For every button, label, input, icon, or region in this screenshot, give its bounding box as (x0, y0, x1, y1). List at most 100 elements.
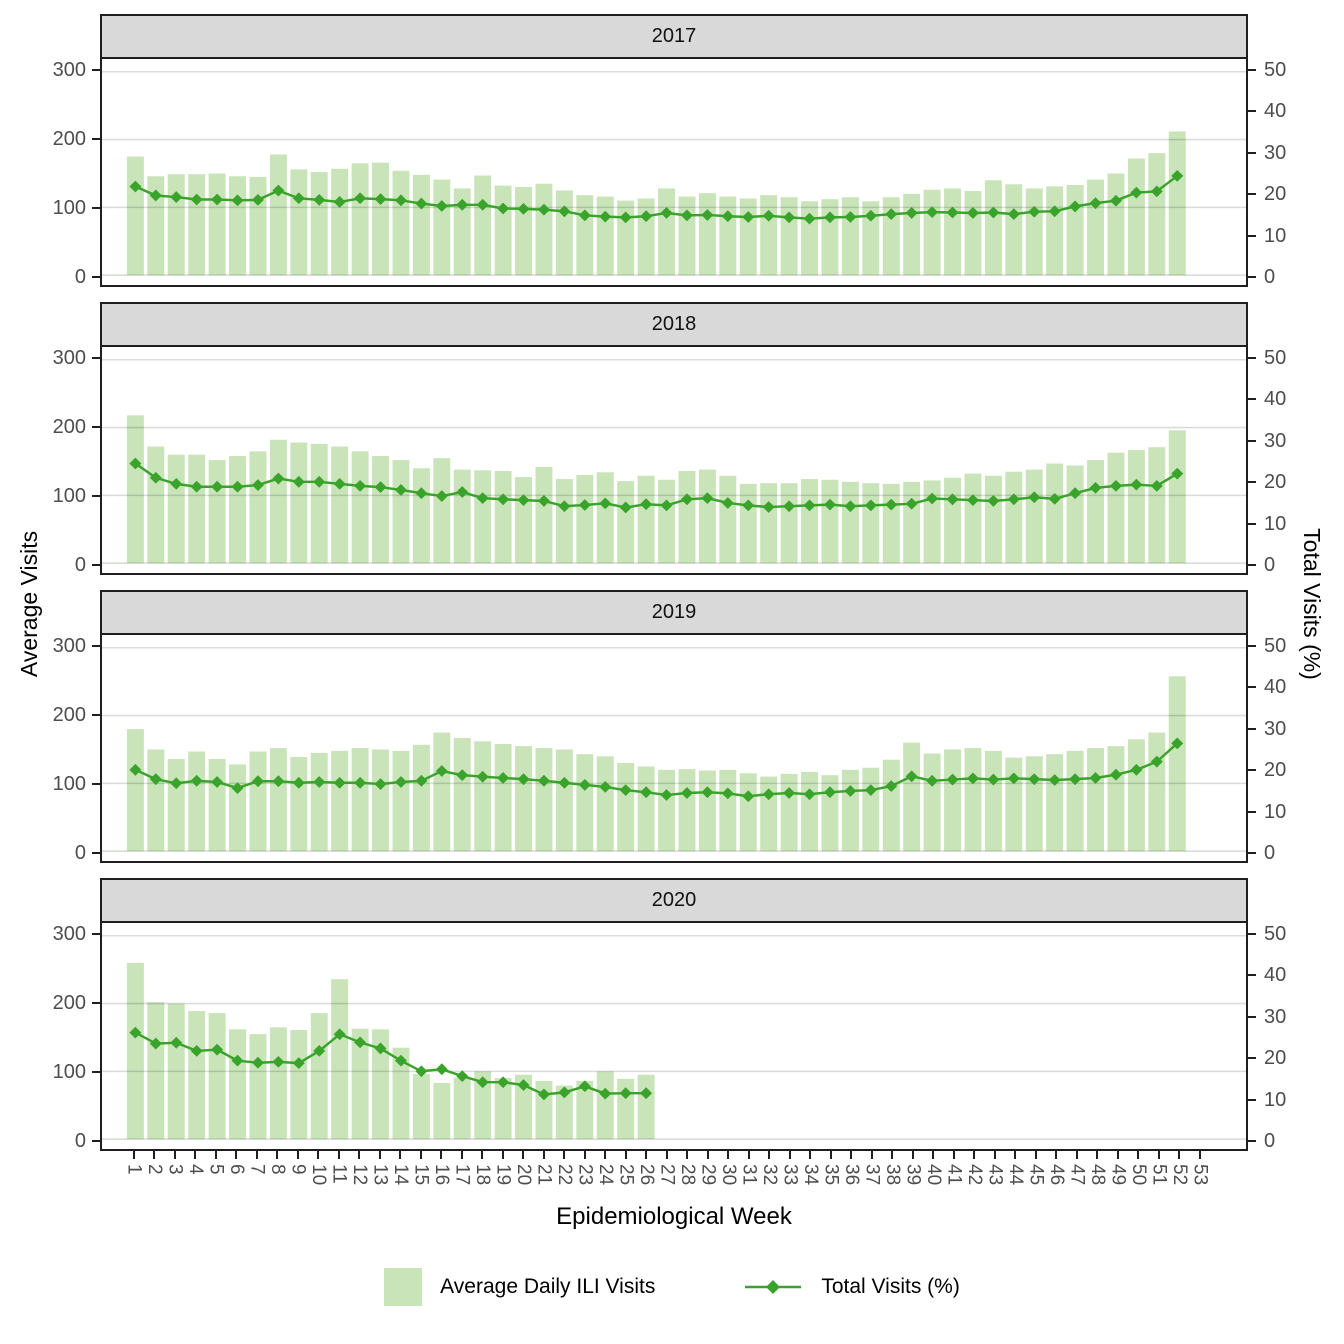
x-tick-mark (829, 1151, 832, 1159)
y-tick-label-right: 50 (1264, 923, 1287, 945)
bar-week-1 (126, 729, 144, 852)
bar-week-9 (290, 442, 308, 564)
point-week-1 (129, 1026, 142, 1039)
bar-week-49 (1107, 173, 1125, 276)
x-tick-mark (788, 1151, 791, 1159)
bar-week-27 (658, 479, 675, 564)
y-tick-label-left: 300 (52, 923, 86, 945)
bar-week-41 (944, 188, 961, 276)
x-tick-mark (317, 1151, 319, 1159)
bar-week-7 (249, 176, 267, 276)
bar-week-16 (433, 732, 451, 852)
point-week-24 (599, 1087, 612, 1100)
right-tick-mark (1248, 276, 1256, 278)
x-tick-mark (932, 1151, 934, 1159)
bar-week-34 (801, 771, 818, 852)
bar-week-40 (923, 480, 941, 564)
point-week-18 (476, 1076, 489, 1089)
x-tick-label: 38 (882, 1164, 903, 1186)
point-week-41 (946, 206, 959, 219)
x-tick-mark (214, 1151, 217, 1159)
bar-week-46 (1046, 754, 1064, 852)
point-week-13 (374, 1042, 387, 1055)
facet-label: 2020 (651, 889, 697, 911)
left-tick-mark (92, 426, 100, 428)
bar-week-21 (535, 466, 553, 564)
y-tick-label-right: 0 (1264, 842, 1276, 864)
bar-week-35 (821, 479, 839, 564)
point-week-51 (1150, 755, 1163, 768)
y-tick-label-left: 0 (74, 554, 86, 576)
bar-week-52 (1168, 430, 1186, 564)
bar-week-44 (1005, 757, 1023, 852)
x-tick-label: 45 (1025, 1164, 1047, 1186)
y-tick-label-right: 40 (1264, 676, 1287, 698)
bar-week-44 (1005, 471, 1023, 564)
bar-week-16 (433, 179, 451, 276)
bar-week-24 (596, 1071, 614, 1140)
point-week-36 (844, 500, 857, 513)
bar-week-30 (719, 769, 737, 852)
bar-week-24 (596, 472, 614, 564)
bar-week-13 (372, 162, 389, 276)
y-tick-label-right: 50 (1264, 59, 1287, 81)
x-tick-mark (1116, 1151, 1119, 1159)
bar-week-29 (698, 193, 716, 276)
y-tick-label-right: 20 (1264, 759, 1287, 781)
x-tick-label: 30 (718, 1164, 739, 1186)
left-tick-mark (92, 276, 100, 278)
x-tick-label: 25 (615, 1164, 637, 1186)
bar-week-18 (474, 1071, 492, 1140)
bar-week-43 (984, 180, 1002, 276)
x-tick-mark (624, 1151, 627, 1159)
bar-week-5 (208, 173, 226, 276)
right-tick-mark (1248, 645, 1256, 647)
x-tick-label: 49 (1107, 1164, 1129, 1186)
left-tick-mark (92, 645, 100, 647)
bar-week-20 (515, 187, 532, 276)
left-tick-mark (92, 1002, 100, 1004)
x-tick-label: 10 (308, 1164, 329, 1186)
x-tick-label: 36 (841, 1164, 862, 1186)
facet-strip-2019: 2019 (100, 590, 1248, 633)
point-week-30 (721, 787, 734, 800)
right-axis-title: Total Visits (%) (1299, 528, 1325, 680)
x-tick-mark (727, 1151, 729, 1159)
point-week-51 (1150, 479, 1163, 492)
bar-week-33 (780, 197, 798, 276)
point-week-50 (1130, 763, 1143, 776)
x-tick-label: 37 (861, 1164, 883, 1186)
x-tick-mark (645, 1151, 647, 1159)
x-tick-label: 1 (123, 1164, 145, 1175)
x-tick-label: 8 (267, 1164, 288, 1175)
bar-week-39 (903, 193, 921, 276)
facet-strip-2018: 2018 (100, 302, 1248, 345)
y-tick-label-left: 100 (52, 485, 86, 507)
point-week-34 (803, 788, 816, 801)
left-tick-mark (92, 138, 100, 140)
bar-week-13 (372, 1029, 389, 1140)
bar-week-17 (453, 469, 471, 564)
bar-week-48 (1087, 179, 1104, 276)
x-tick-mark (768, 1151, 770, 1159)
bar-week-34 (801, 201, 818, 276)
x-tick-mark (337, 1151, 340, 1159)
point-week-8 (272, 184, 285, 197)
y-tick-label-right: 20 (1264, 1047, 1287, 1069)
y-tick-label-right: 30 (1264, 1006, 1287, 1028)
x-tick-mark (194, 1151, 196, 1159)
bar-week-26 (637, 1074, 655, 1140)
bar-week-26 (637, 198, 655, 276)
right-tick-mark (1248, 110, 1256, 112)
x-tick-mark (1137, 1151, 1139, 1159)
x-tick-label: 21 (533, 1164, 555, 1186)
bar-week-15 (412, 468, 430, 564)
x-tick-mark (1096, 1151, 1098, 1159)
bar-week-10 (310, 752, 328, 852)
point-week-33 (783, 500, 796, 513)
bar-week-47 (1066, 184, 1084, 276)
point-week-25 (619, 211, 632, 224)
y-tick-label-left: 0 (74, 1130, 86, 1152)
bar-week-18 (474, 741, 492, 852)
point-week-20 (517, 202, 530, 215)
